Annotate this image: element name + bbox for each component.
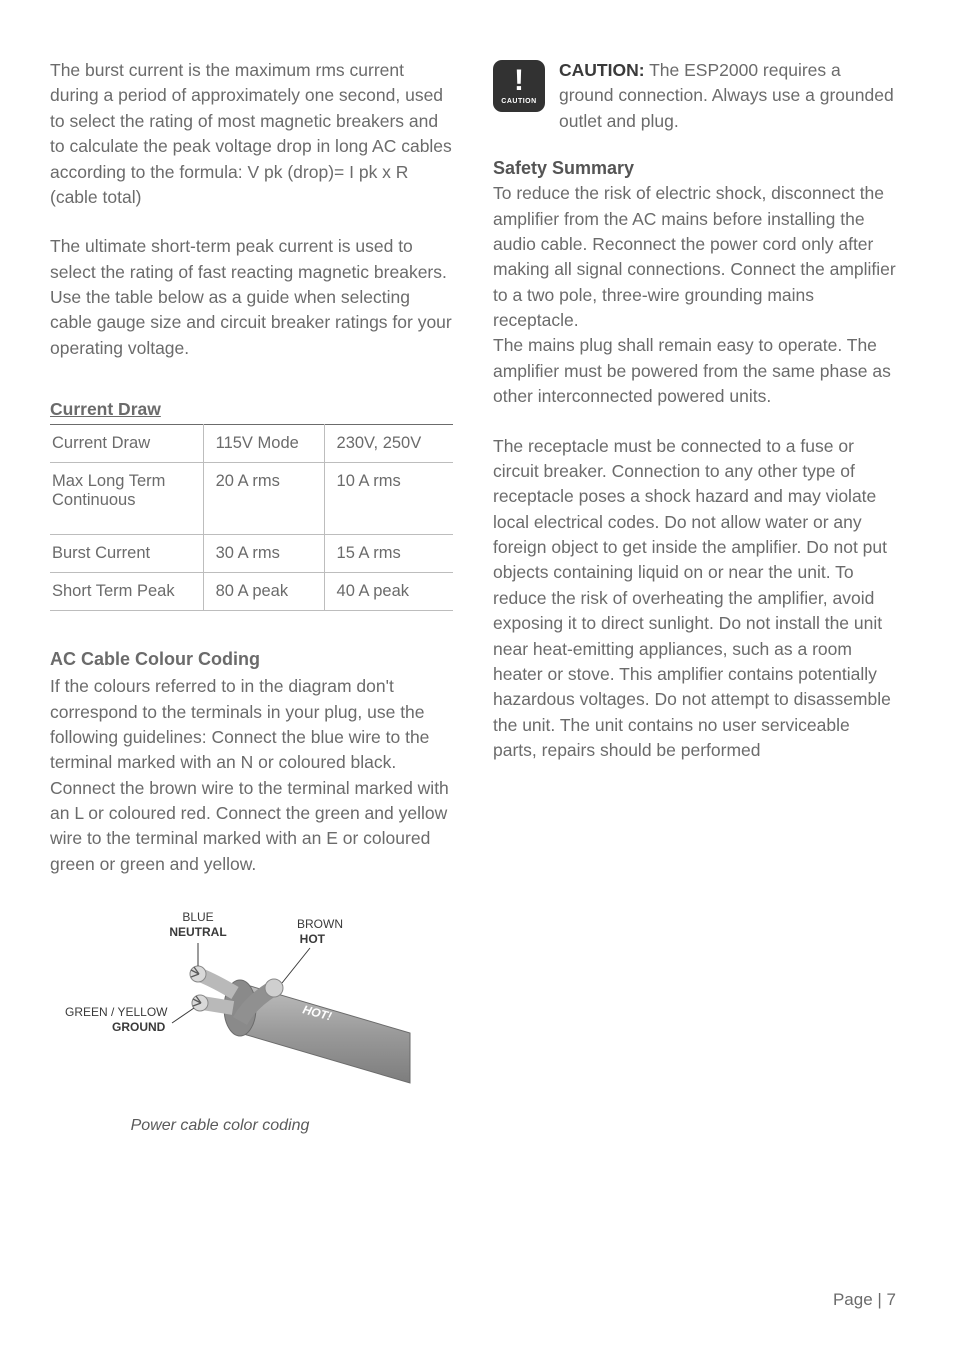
- table-title: Current Draw: [50, 399, 453, 420]
- safety-para-1b: The mains plug shall remain easy to oper…: [493, 333, 896, 409]
- figure-caption: Power cable color coding: [50, 1117, 390, 1135]
- th-2: 230V, 250V: [324, 425, 453, 463]
- caution-icon-label: CAUTION: [501, 98, 536, 105]
- td: 20 A rms: [203, 463, 324, 535]
- td: 15 A rms: [324, 535, 453, 573]
- current-draw-table: Current Draw 115V Mode 230V, 250V Max Lo…: [50, 424, 453, 611]
- brown-label: BROWN: [297, 917, 343, 931]
- table-row: Burst Current 30 A rms 15 A rms: [50, 535, 453, 573]
- ac-cable-heading: AC Cable Colour Coding: [50, 649, 453, 670]
- page-number: Page | 7: [833, 1290, 896, 1310]
- ac-cable-para: If the colours referred to in the diagra…: [50, 674, 453, 877]
- safety-para-2: The receptacle must be connected to a fu…: [493, 434, 896, 764]
- th-1: 115V Mode: [203, 425, 324, 463]
- table-row: Max Long Term Continuous 20 A rms 10 A r…: [50, 463, 453, 535]
- td: 30 A rms: [203, 535, 324, 573]
- hot-label: HOT: [300, 932, 326, 946]
- th-0: Current Draw: [50, 425, 203, 463]
- td: Burst Current: [50, 535, 203, 573]
- td: Max Long Term Continuous: [50, 463, 203, 535]
- cable-figure: HOT! GROUND BLUE NEUTRAL BROWN HOT GREEN…: [50, 903, 453, 1135]
- table-header-row: Current Draw 115V Mode 230V, 250V: [50, 425, 453, 463]
- td: 10 A rms: [324, 463, 453, 535]
- cable-diagram-svg: HOT! GROUND BLUE NEUTRAL BROWN HOT GREEN…: [50, 903, 430, 1113]
- blue-label: BLUE: [182, 910, 213, 924]
- green-yellow-label: GREEN / YELLOW: [65, 1005, 168, 1019]
- caution-text: CAUTION: The ESP2000 requires a ground c…: [559, 58, 896, 134]
- neutral-label: NEUTRAL: [169, 925, 226, 939]
- caution-block: ! CAUTION CAUTION: The ESP2000 requires …: [493, 58, 896, 134]
- ground-label: GROUND: [112, 1020, 166, 1034]
- td: Short Term Peak: [50, 573, 203, 611]
- short-term-peak-para: The ultimate short-term peak current is …: [50, 234, 453, 361]
- safety-summary-heading: Safety Summary: [493, 158, 896, 179]
- caution-icon: ! CAUTION: [493, 60, 545, 112]
- td: 40 A peak: [324, 573, 453, 611]
- td: 80 A peak: [203, 573, 324, 611]
- exclamation-icon: !: [514, 67, 524, 96]
- table-row: Short Term Peak 80 A peak 40 A peak: [50, 573, 453, 611]
- burst-current-para: The burst current is the maximum rms cur…: [50, 58, 453, 210]
- caution-lead: CAUTION:: [559, 60, 645, 80]
- safety-para-1: To reduce the risk of electric shock, di…: [493, 181, 896, 333]
